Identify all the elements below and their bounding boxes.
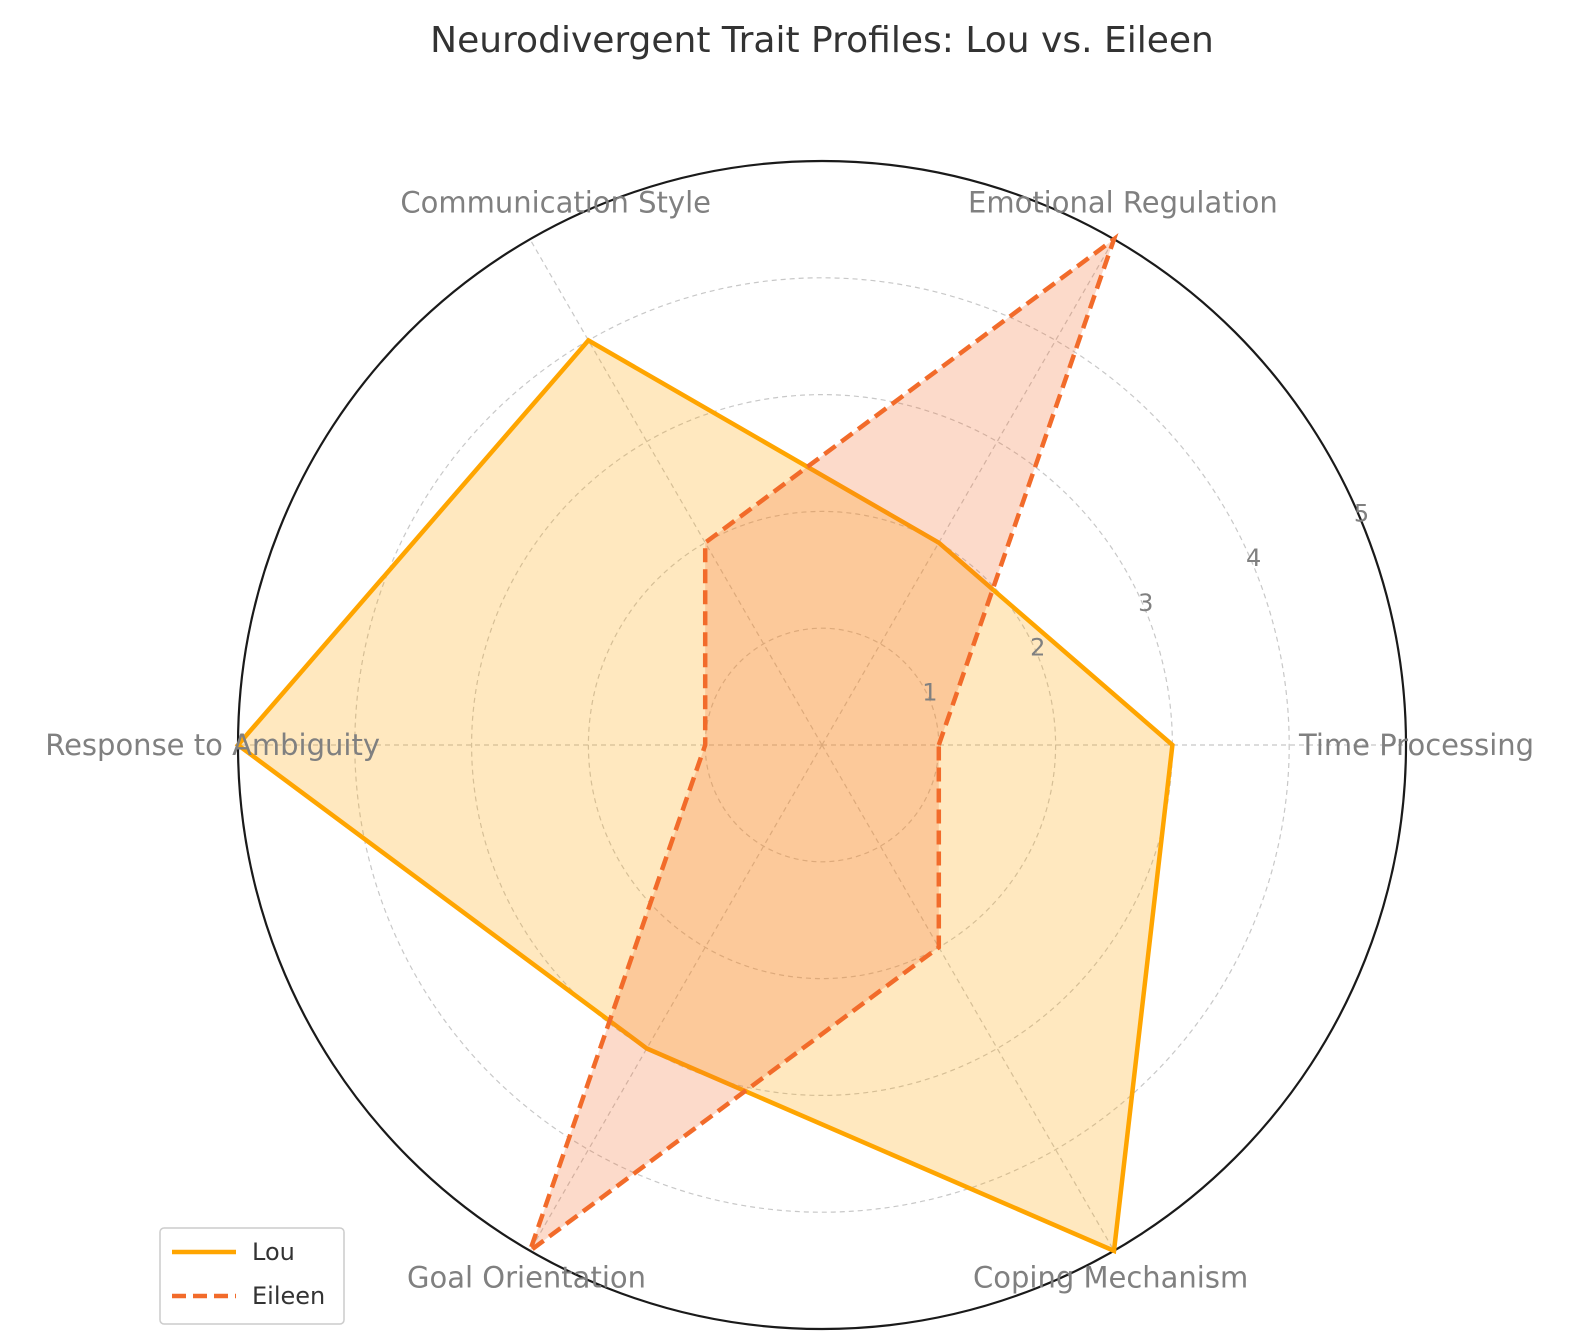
grid-spoke	[821, 744, 1115, 1252]
series-layer	[234, 233, 1175, 1257]
category-label: Emotional Regulation	[968, 185, 1278, 219]
legend: Lou Eileen	[159, 1227, 345, 1325]
radial-tick-label: 5	[1354, 500, 1369, 528]
category-label: Response to Ambiguity	[45, 728, 380, 762]
radial-tick-label: 1	[922, 678, 937, 706]
category-label: Goal Orientation	[407, 1261, 646, 1295]
series-fill-lou	[238, 340, 1173, 1251]
series-fill-eileen	[530, 239, 1114, 1251]
grid-spoke	[529, 744, 823, 1252]
grid-spoke	[529, 238, 823, 746]
radial-tick-label: 4	[1246, 544, 1261, 572]
category-labels: Time Processing Emotional Regulation Commu…	[45, 185, 1534, 1294]
legend-label-eileen: Eileen	[252, 1282, 325, 1310]
grid-spoke	[821, 238, 1115, 746]
category-label: Time Processing	[1298, 728, 1534, 762]
category-label: Coping Mechanism	[973, 1261, 1248, 1295]
radial-tick-label: 3	[1138, 589, 1153, 617]
radial-tick-label: 2	[1030, 634, 1045, 662]
category-label: Communication Style	[400, 185, 711, 219]
grid-ring	[587, 510, 1057, 980]
chart-title: Neurodivergent Trait Profiles: Lou vs. E…	[430, 20, 1214, 61]
legend-label-lou: Lou	[252, 1238, 295, 1266]
grid-ring	[354, 277, 1290, 1213]
radial-tick-labels: 1 2 3 4 5	[922, 500, 1369, 707]
